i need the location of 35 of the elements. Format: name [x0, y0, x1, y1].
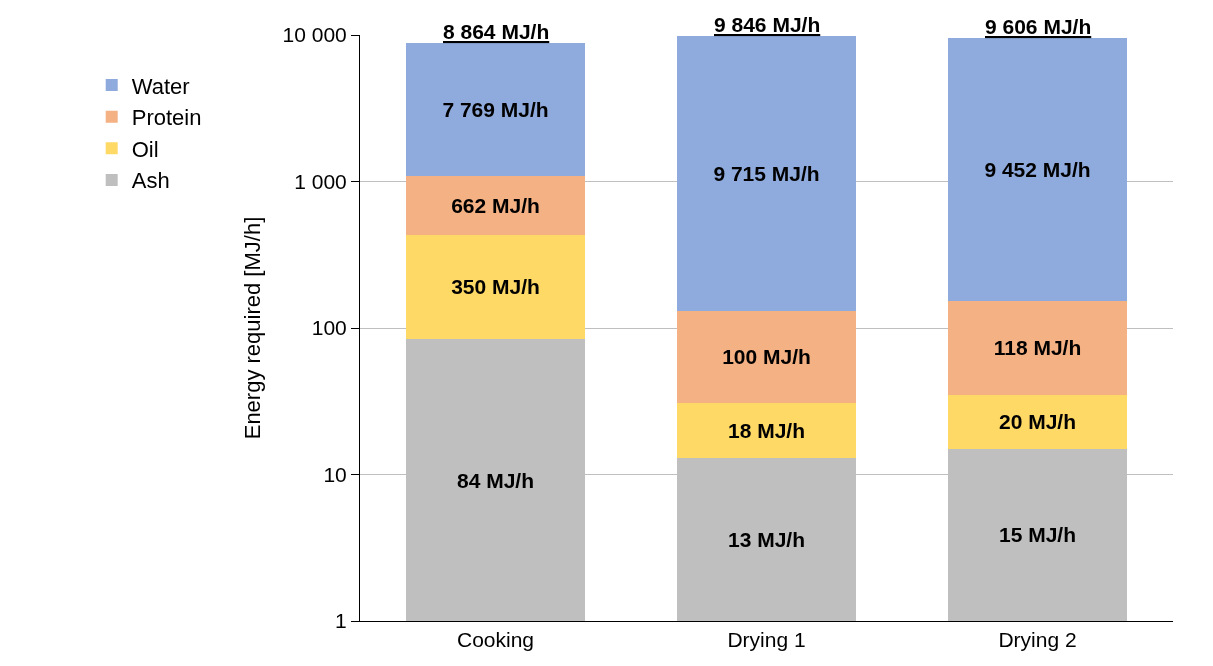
y-tick-label: 10 000: [282, 23, 347, 47]
legend-label: Oil: [131, 136, 159, 162]
bar: [948, 394, 1127, 449]
data-label: 9 452 MJ/h: [984, 157, 1091, 181]
data-label: 13 MJ/h: [727, 527, 806, 551]
bar: [948, 300, 1127, 395]
total-label: 9 606 MJ/h: [985, 15, 1092, 38]
data-label: 15 MJ/h: [998, 523, 1077, 547]
total-label: 8 864 MJ/h: [443, 20, 550, 43]
data-label: 662 MJ/h: [451, 193, 540, 217]
legend-label: Protein: [131, 105, 202, 131]
data-label: 9 715 MJ/h: [713, 161, 820, 185]
data-label: 100 MJ/h: [722, 345, 811, 369]
data-label: 18 MJ/h: [727, 418, 806, 442]
bar: [948, 37, 1127, 301]
y-tick-label: 100: [311, 316, 347, 340]
legend-label: Water: [131, 73, 190, 99]
data-label: 7 769 MJ/h: [442, 97, 549, 121]
x-tick-label: Drying 2: [998, 628, 1077, 652]
y-tick-label: 1 000: [294, 169, 347, 193]
y-tick-label: 10: [323, 462, 347, 486]
data-label: 84 MJ/h: [456, 468, 535, 492]
legend-label: Ash: [131, 168, 170, 194]
data-label: 350 MJ/h: [451, 275, 540, 299]
total-label: 9 846 MJ/h: [714, 13, 821, 36]
x-tick-label: Drying 1: [727, 628, 806, 652]
y-tick-label: 1: [335, 609, 347, 633]
data-label: 118 MJ/h: [993, 336, 1082, 360]
data-label: 20 MJ/h: [998, 410, 1077, 434]
bar: [677, 35, 856, 311]
bar: [677, 310, 856, 403]
bar: [406, 42, 585, 176]
y-axis-title: Energy required [MJ/h]: [240, 216, 266, 440]
x-tick-label: Cooking: [456, 628, 535, 652]
bar: [406, 175, 585, 235]
